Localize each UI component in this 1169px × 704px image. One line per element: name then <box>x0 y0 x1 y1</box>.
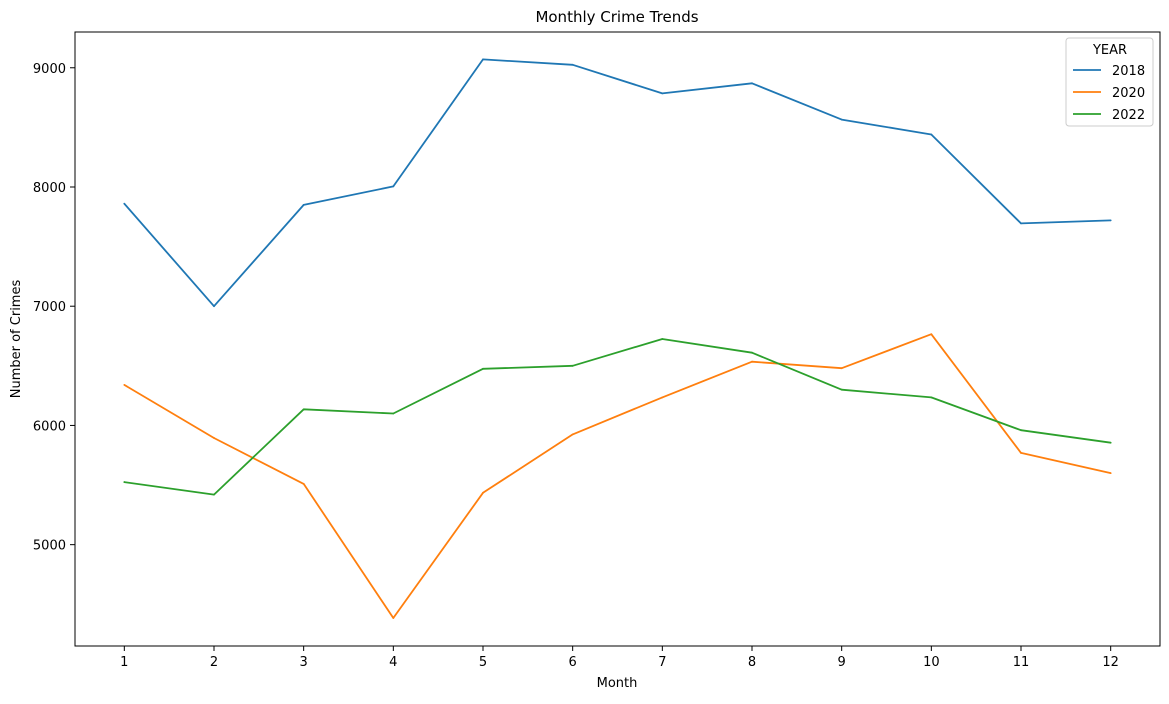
data-point-2020-month-8 <box>751 360 753 363</box>
data-point-2022-month-11 <box>1020 429 1022 432</box>
x-tick-label: 4 <box>389 655 397 670</box>
data-point-2022-month-4 <box>392 412 395 415</box>
legend-label-2020: 2020 <box>1112 86 1145 101</box>
y-tick-label: 9000 <box>33 62 66 77</box>
data-point-2022-month-6 <box>571 364 574 367</box>
x-tick-label: 1 <box>120 655 128 670</box>
legend-label-2018: 2018 <box>1112 64 1145 79</box>
series-line-2022 <box>124 338 1111 496</box>
data-point-2022-month-8 <box>751 351 753 354</box>
data-point-2018-month-5 <box>482 58 484 61</box>
y-tick-label: 8000 <box>33 181 66 196</box>
x-tick-label: 11 <box>1013 655 1030 670</box>
data-point-2022-month-9 <box>840 388 843 391</box>
data-point-2020-month-10 <box>930 333 933 336</box>
data-point-2022-month-3 <box>302 408 305 411</box>
x-tick-label: 7 <box>658 655 666 670</box>
legend-label-2022: 2022 <box>1112 108 1145 123</box>
legend-title: YEAR <box>1092 43 1127 58</box>
series-line-2020 <box>123 333 1111 619</box>
legend: YEAR 2018 2020 2022 <box>1065 37 1154 127</box>
data-point-2020-month-12 <box>1109 472 1112 475</box>
data-point-2022-month-12 <box>1109 441 1112 444</box>
data-point-2020-month-5 <box>482 491 484 494</box>
y-tick-label: 6000 <box>33 419 66 434</box>
data-point-2018-month-8 <box>751 82 753 85</box>
x-axis-label: Month <box>597 676 638 691</box>
data-point-2020-month-11 <box>1020 451 1022 454</box>
data-point-2020-month-7 <box>661 396 664 399</box>
series-line-2018 <box>123 58 1111 308</box>
data-point-2022-month-1 <box>123 481 126 483</box>
x-tick-label: 9 <box>838 655 846 670</box>
data-point-2018-month-2 <box>213 305 215 308</box>
x-tick-label: 2 <box>210 655 218 670</box>
y-axis-label: Number of Crimes <box>9 280 24 399</box>
y-tick-label: 5000 <box>33 539 66 554</box>
plot-area <box>74 31 1161 647</box>
data-point-2020-month-9 <box>840 367 843 370</box>
x-tick-label: 6 <box>569 655 577 670</box>
data-point-2018-month-6 <box>571 63 574 66</box>
data-point-2020-month-6 <box>571 433 574 436</box>
data-point-2018-month-1 <box>123 202 126 205</box>
legend-box <box>1065 37 1154 127</box>
data-point-2020-month-4 <box>392 617 395 619</box>
x-tick-label: 12 <box>1102 655 1119 670</box>
x-tick-label: 3 <box>300 655 308 670</box>
x-tick-label: 10 <box>923 655 940 670</box>
data-point-2020-month-1 <box>123 384 126 386</box>
data-point-2020-month-3 <box>302 482 305 485</box>
data-point-2018-month-9 <box>840 118 843 121</box>
data-point-2018-month-4 <box>392 185 395 188</box>
data-point-2022-month-7 <box>661 338 664 340</box>
x-tick-label: 5 <box>479 655 487 670</box>
x-tick-label: 8 <box>748 655 756 670</box>
data-point-2022-month-5 <box>482 367 484 370</box>
data-point-2018-month-10 <box>930 133 933 136</box>
data-point-2018-month-11 <box>1020 222 1022 225</box>
data-point-2018-month-7 <box>661 92 664 95</box>
data-point-2018-month-3 <box>302 203 305 206</box>
y-axis: 5000 6000 7000 8000 9000 <box>33 62 75 554</box>
data-point-2022-month-10 <box>930 396 933 399</box>
y-tick-label: 7000 <box>33 300 66 315</box>
data-point-2022-month-2 <box>213 493 215 496</box>
x-axis: 1 2 3 4 5 6 7 8 9 10 11 12 <box>120 646 1119 670</box>
legend-entries: 2018 2020 2022 <box>1073 64 1145 123</box>
chart-title: Monthly Crime Trends <box>535 8 698 26</box>
series-lines <box>123 58 1112 619</box>
data-point-2018-month-12 <box>1109 219 1112 222</box>
data-point-2020-month-2 <box>213 437 215 439</box>
